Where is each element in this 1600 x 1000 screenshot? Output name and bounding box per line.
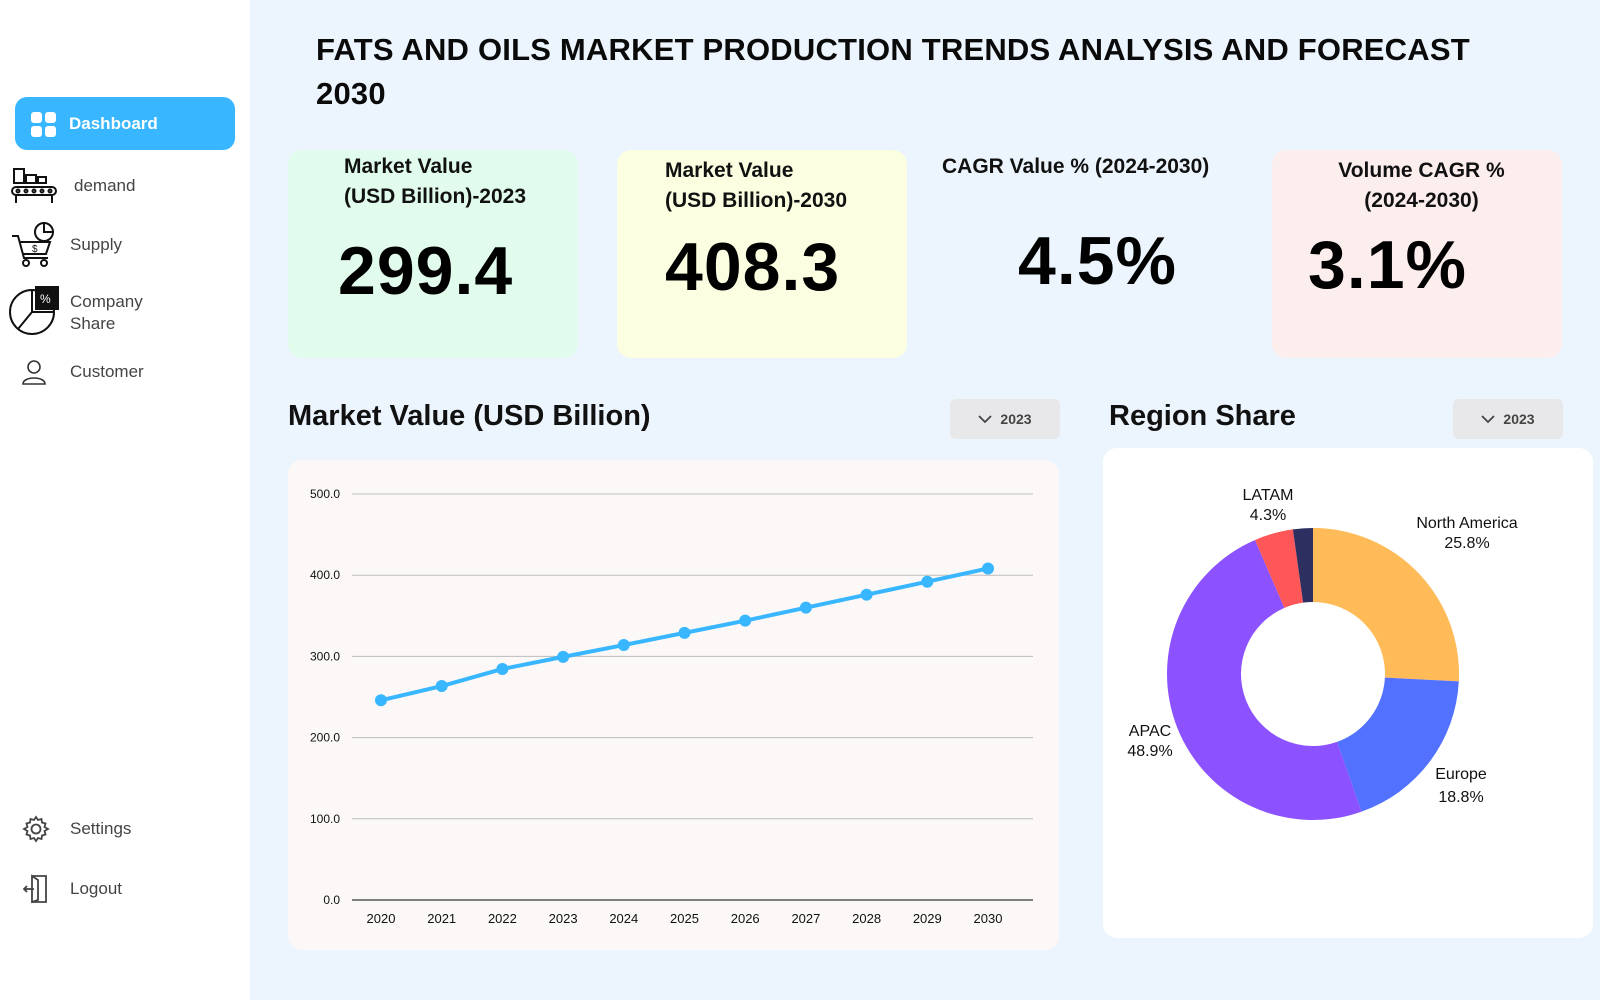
y-tick-label: 100.0 — [310, 812, 340, 826]
x-tick-label: 2023 — [549, 911, 578, 926]
data-point — [496, 662, 509, 675]
pie-percent-icon: % — [8, 285, 60, 337]
logout-button[interactable]: Logout — [16, 872, 122, 906]
kpi-value: 408.3 — [665, 229, 841, 305]
y-tick-label: 200.0 — [310, 731, 340, 745]
kpi-label: Volume CAGR % — [1338, 159, 1505, 182]
y-tick-label: 400.0 — [310, 568, 340, 582]
kpi-value: 4.5% — [1018, 223, 1177, 299]
line-chart-title: Market Value (USD Billion) — [288, 400, 651, 432]
pie-label-north-america: North America 25.8% — [1416, 515, 1518, 552]
kpi-card-market-value-2023: Market Value (USD Billion)-2023 299.4 — [288, 150, 578, 358]
donut-slice — [1292, 528, 1313, 603]
y-tick-label: 300.0 — [310, 649, 340, 663]
data-point — [435, 680, 448, 693]
data-point — [860, 588, 873, 601]
dropdown-value: 2023 — [1503, 411, 1535, 427]
sidebar-item-label: Company Share — [70, 292, 143, 333]
pie-chart-year-dropdown[interactable]: 2023 — [1453, 399, 1563, 439]
kpi-label: (USD Billion)-2030 — [665, 189, 848, 212]
kpi-card-cagr-value: CAGR Value % (2024-2030) 4.5% — [934, 150, 1244, 358]
sidebar-item-label: Customer — [70, 362, 144, 381]
data-point — [375, 694, 387, 707]
svg-text:%: % — [40, 292, 51, 306]
sidebar-item-label: Supply — [70, 235, 122, 254]
sidebar-item-company-share[interactable]: % Company Share — [8, 285, 160, 341]
pie-chart-title: Region Share — [1109, 400, 1296, 432]
x-tick-label: 2024 — [609, 911, 638, 926]
pie-label-latam: LATAM 4.3% — [1242, 487, 1294, 524]
data-point — [739, 614, 752, 627]
svg-text:$: $ — [32, 244, 38, 255]
kpi-label: (USD Billion)-2023 — [344, 185, 527, 208]
data-point — [617, 639, 630, 652]
kpi-label: Market Value — [665, 159, 794, 182]
data-point — [982, 562, 994, 575]
x-tick-label: 2029 — [913, 911, 942, 926]
donut-slice-apac — [1167, 540, 1362, 820]
sidebar-item-label: demand — [74, 176, 136, 195]
sidebar-item-customer[interactable]: Customer — [8, 355, 144, 389]
data-point — [799, 601, 812, 614]
x-tick-label: 2020 — [367, 911, 396, 926]
dropdown-value: 2023 — [1000, 411, 1032, 427]
page-title: FATS AND OILS MARKET PRODUCTION TRENDS A… — [316, 32, 1470, 111]
logout-label: Logout — [70, 879, 122, 898]
y-tick-label: 500.0 — [310, 487, 340, 501]
x-tick-label: 2027 — [791, 911, 820, 926]
donut-slice-north-america — [1313, 528, 1459, 682]
dashboard-grid-icon — [31, 111, 56, 137]
kpi-label: (2024-2030) — [1364, 189, 1479, 212]
kpi-value: 3.1% — [1308, 227, 1467, 303]
line-chart-year-dropdown[interactable]: 2023 — [950, 399, 1060, 439]
data-point — [557, 650, 570, 663]
data-point — [678, 626, 691, 639]
kpi-label: CAGR Value % (2024-2030) — [942, 155, 1210, 178]
sidebar-item-label: Dashboard — [69, 113, 158, 133]
x-tick-label: 2026 — [731, 911, 760, 926]
kpi-card-volume-cagr: Volume CAGR % (2024-2030) 3.1% — [1272, 150, 1562, 358]
sidebar-item-demand[interactable]: demand — [8, 163, 135, 209]
chevron-down-icon — [978, 415, 993, 424]
logout-icon — [16, 874, 56, 904]
settings-button[interactable]: Settings — [16, 812, 131, 846]
pie-label-europe: Europe 18.8% — [1435, 766, 1487, 806]
donut-chart — [1167, 528, 1459, 820]
gear-icon — [16, 815, 56, 843]
x-tick-label: 2021 — [427, 911, 456, 926]
kpi-label: Market Value — [344, 155, 473, 178]
sidebar: Dashboard demand $ Supply — [0, 0, 250, 1000]
sidebar-item-supply[interactable]: $ Supply — [8, 220, 122, 270]
donut-slice-latam — [1255, 529, 1304, 608]
factory-conveyor-icon — [8, 165, 60, 207]
donut-slice-europe — [1336, 677, 1459, 812]
pie-chart-panel: North America 25.8% Europe 18.8% APAC 48.9%… — [1103, 448, 1593, 938]
sidebar-item-dashboard[interactable]: Dashboard — [15, 97, 235, 150]
x-tick-label: 2022 — [488, 911, 517, 926]
x-tick-label: 2025 — [670, 911, 699, 926]
pie-label-apac: APAC 48.9% — [1127, 723, 1173, 760]
kpi-card-market-value-2030: Market Value (USD Billion)-2030 408.3 — [617, 150, 907, 358]
data-point — [921, 575, 934, 588]
cart-icon: $ — [8, 222, 60, 268]
x-tick-label: 2030 — [974, 911, 1003, 926]
user-icon — [8, 358, 60, 386]
chevron-down-icon — [1481, 415, 1496, 424]
settings-label: Settings — [70, 819, 132, 838]
kpi-value: 299.4 — [338, 233, 514, 309]
y-tick-label: 0.0 — [323, 893, 340, 907]
line-chart: 0.0 100.0 200.0 300.0 400.0 500.0 2020 2021 2022… — [310, 487, 1033, 926]
x-tick-label: 2028 — [852, 911, 881, 926]
line-chart-panel: 0.0 100.0 200.0 300.0 400.0 500.0 2020 2021 2022… — [288, 460, 1059, 950]
